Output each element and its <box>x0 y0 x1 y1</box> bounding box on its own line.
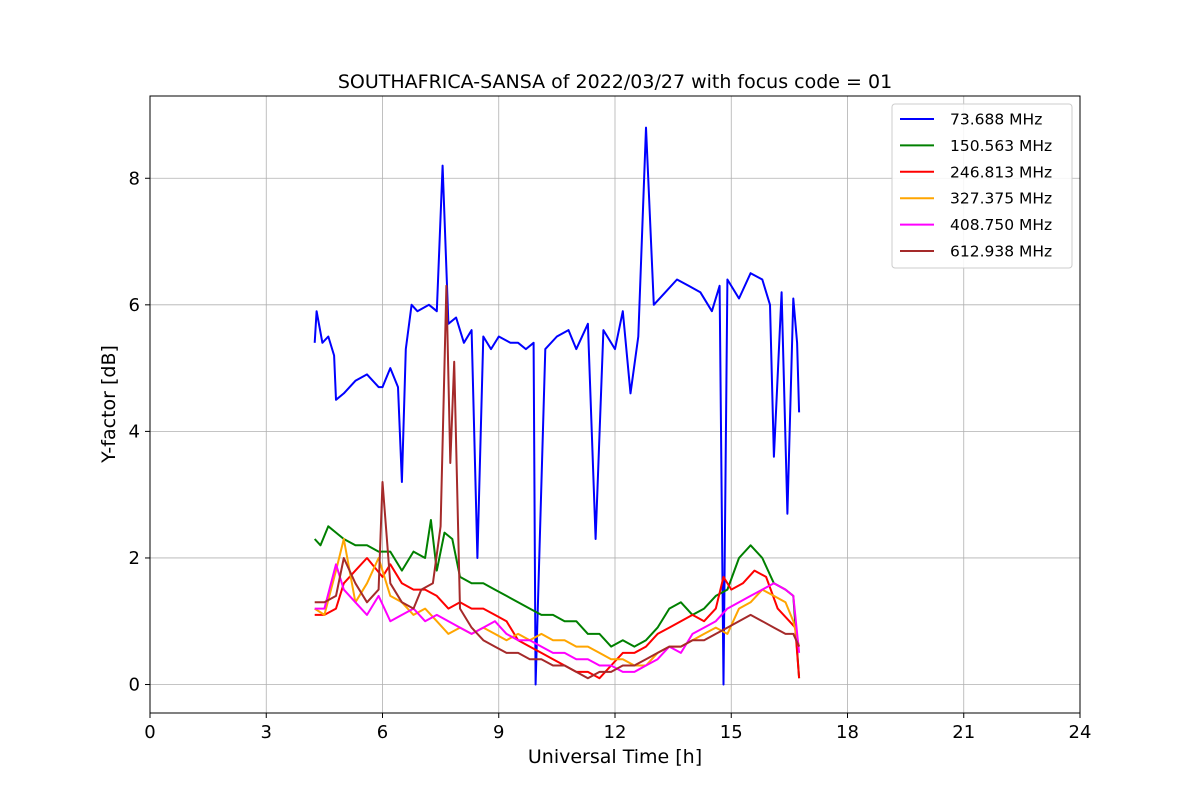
y-axis-title: Y-factor [dB] <box>98 345 120 464</box>
y-tick-label: 2 <box>129 548 140 569</box>
y-tick-label: 0 <box>129 675 140 696</box>
y-tick-label: 6 <box>129 295 140 316</box>
series-line-5 <box>314 284 801 680</box>
legend-label: 612.938 MHz <box>950 243 1052 261</box>
series-lines <box>313 126 801 686</box>
series-line-0 <box>313 126 801 686</box>
legend-label: 327.375 MHz <box>950 190 1052 208</box>
x-tick-label: 9 <box>493 722 504 743</box>
x-tick-label: 12 <box>604 722 627 743</box>
series-line-3 <box>314 538 801 667</box>
x-axis-title: Universal Time [h] <box>528 746 702 768</box>
y-tick-label: 4 <box>129 421 140 442</box>
y-tick-label: 8 <box>129 168 140 189</box>
x-tick-label: 0 <box>144 722 155 743</box>
x-tick-label: 6 <box>377 722 388 743</box>
x-tick-label: 24 <box>1069 722 1092 743</box>
series-line-4 <box>314 563 801 673</box>
x-tick-label: 21 <box>952 722 975 743</box>
legend: 73.688 MHz 150.563 MHz 246.813 MHz 327.375 … <box>891 103 1073 269</box>
x-tick-label: 15 <box>720 722 743 743</box>
legend-label: 408.750 MHz <box>950 216 1052 234</box>
legend-label: 73.688 MHz <box>950 111 1042 129</box>
legend-label: 246.813 MHz <box>950 163 1052 181</box>
chart-title: SOUTHAFRICA-SANSA of 2022/03/27 with foc… <box>338 71 892 93</box>
legend-label: 150.563 MHz <box>950 137 1052 155</box>
x-tick-label: 3 <box>261 722 272 743</box>
legend-box <box>891 103 1073 269</box>
x-tick-label: 18 <box>836 722 859 743</box>
